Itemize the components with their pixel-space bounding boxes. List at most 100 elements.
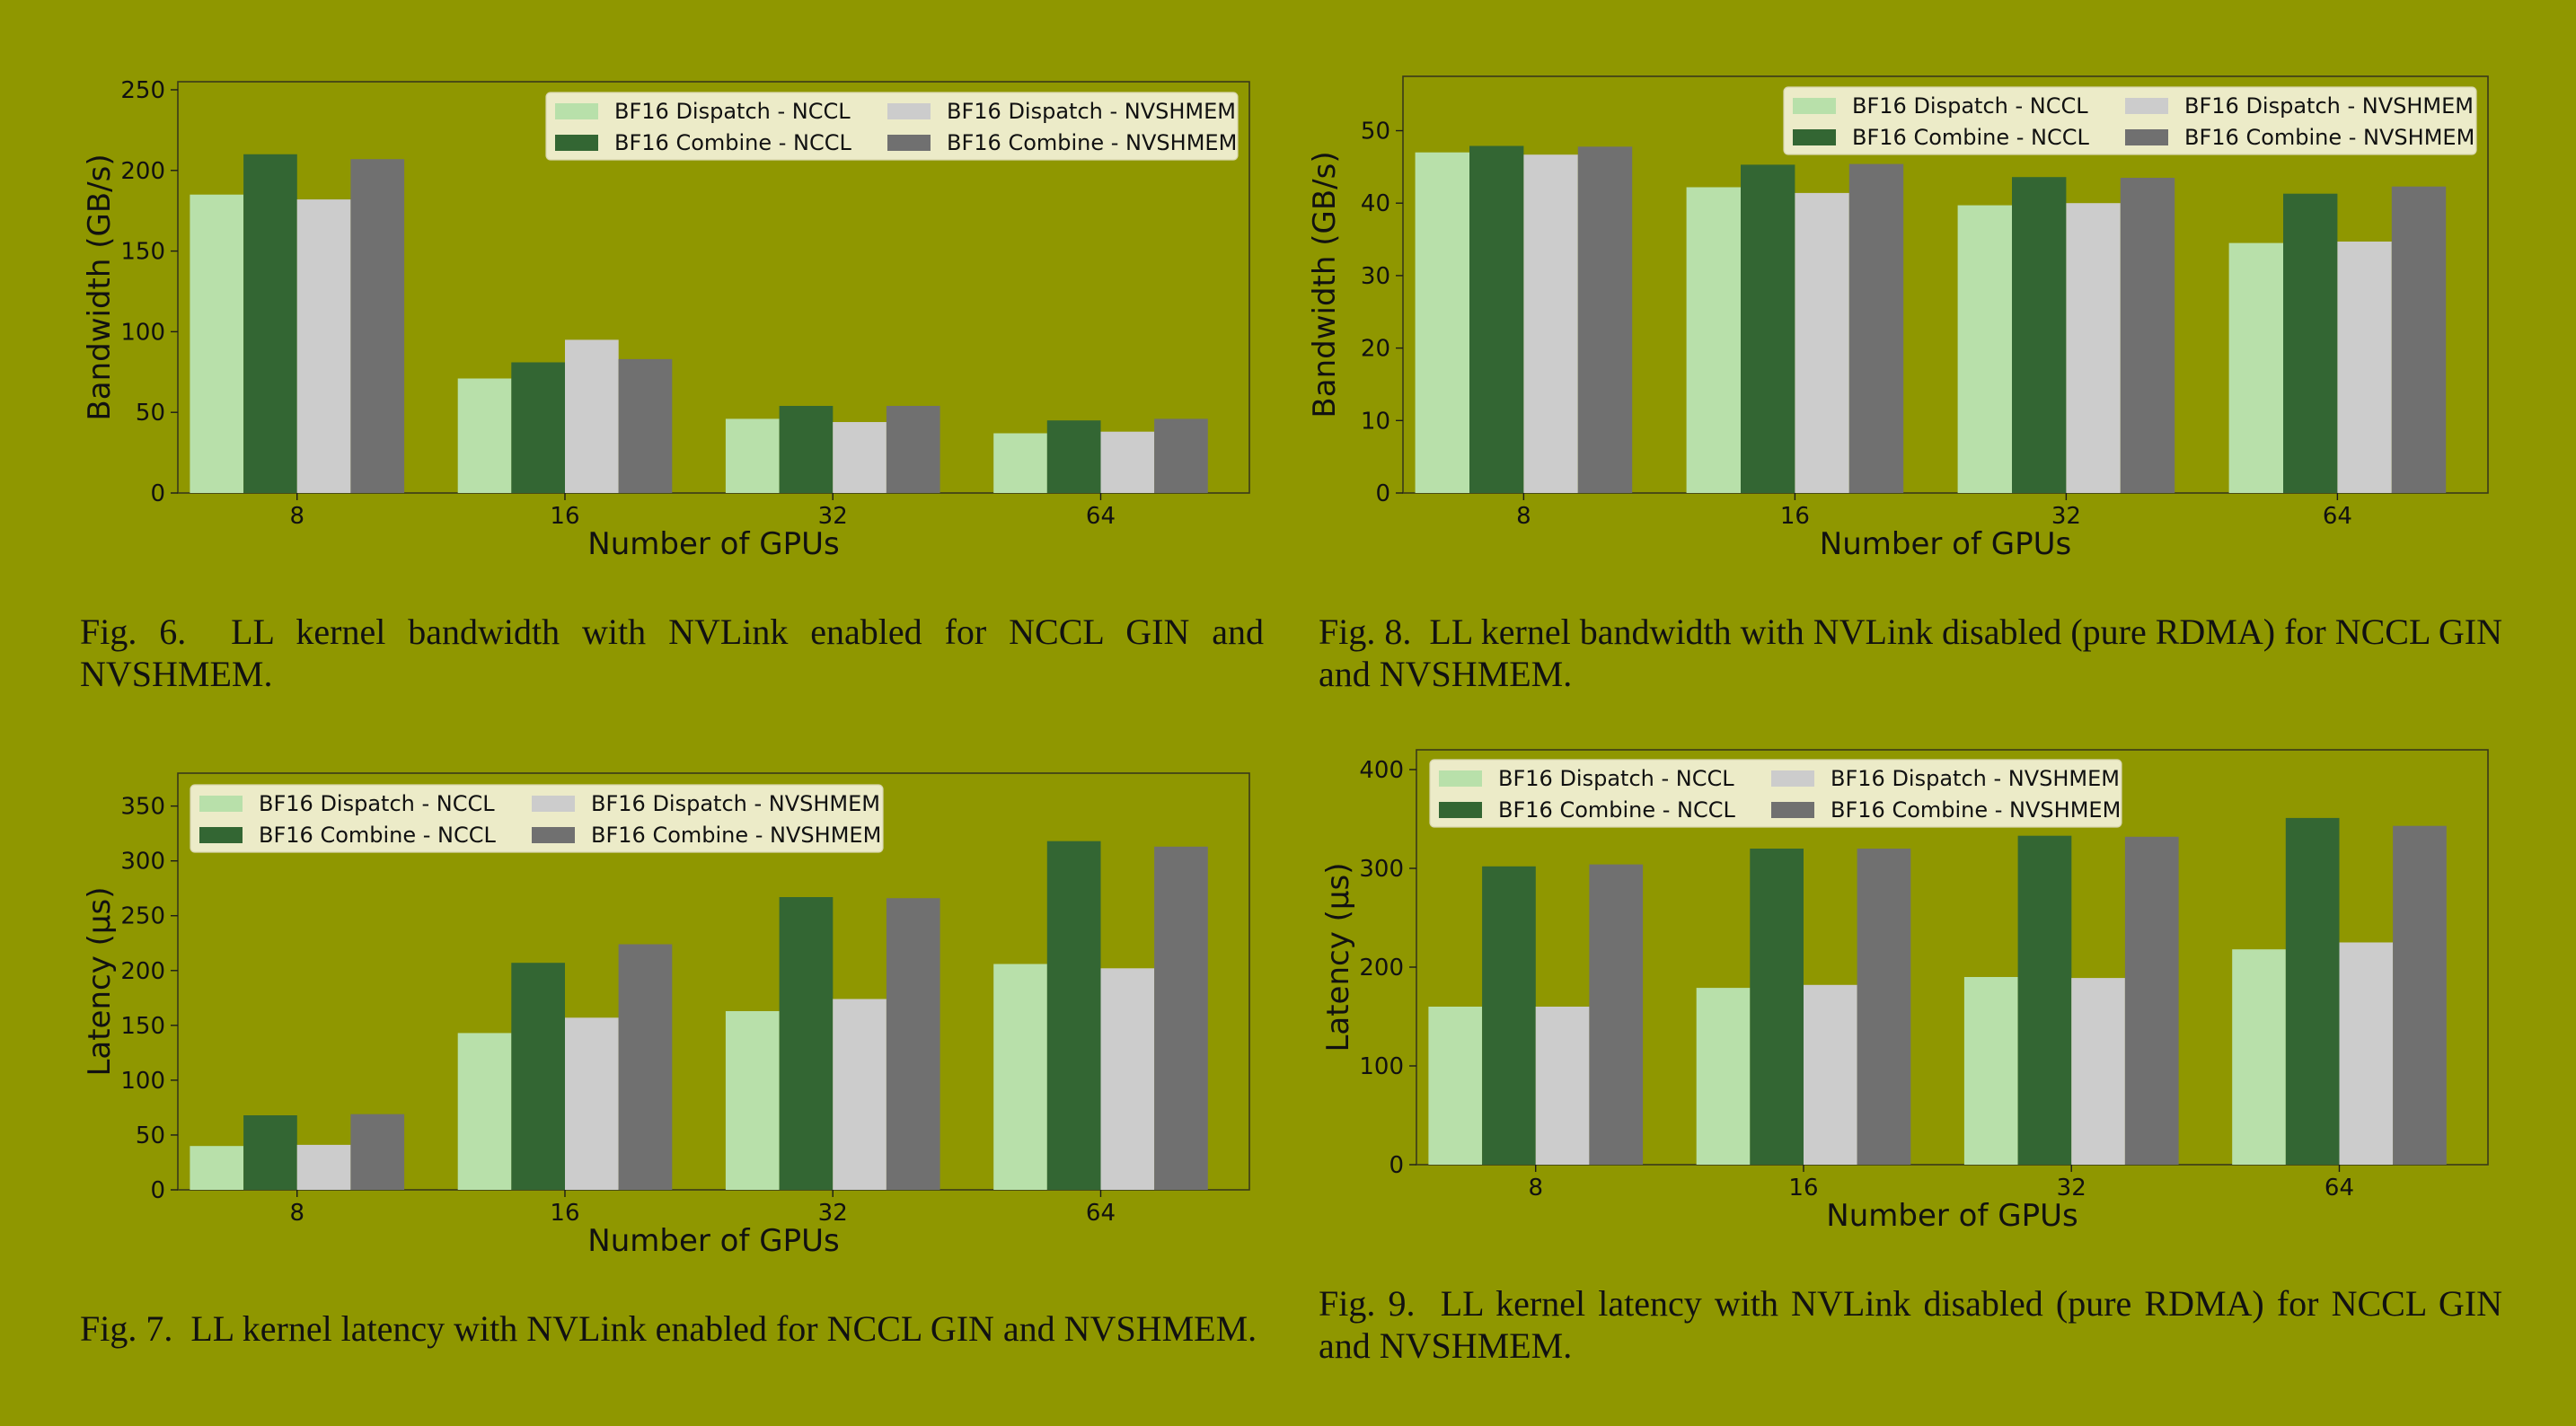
bar-combine-nccl-8 [1469,145,1524,493]
bar-dispatch-nvshmem-64 [1100,968,1155,1190]
bars [190,841,1208,1190]
bar-dispatch-nccl-16 [457,1033,512,1190]
y-tick-label: 250 [120,77,165,104]
chart-fig6: 8 16 32 64 0 50 100 150 200 250 Number of GPUs Band… [82,77,1250,562]
y-tick-label: 300 [1359,856,1404,883]
y-tick-label: 0 [1389,1152,1404,1179]
bar-dispatch-nccl-8 [190,194,244,493]
bar-dispatch-nccl-32 [725,418,780,493]
legend-swatch [532,796,575,812]
bar-dispatch-nvshmem-32 [2066,203,2121,493]
legend-swatch [1793,98,1836,114]
x-axis-label: Number of GPUs [1826,1198,2078,1234]
legend-entry: BF16 Dispatch - NVSHMEM [947,99,1236,124]
chart-fig9: 8 16 32 64 0 100 200 300 400 Number of GPUs Latenc… [1320,749,2489,1234]
y-tick-label: 250 [120,903,165,930]
x-tick-label: 64 [2325,1175,2354,1202]
legend-box [1429,759,2122,828]
legend-entry: BF16 Dispatch - NVSHMEM [2184,93,2474,119]
legend-swatch [1439,802,1482,818]
legend-entry: BF16 Dispatch - NVSHMEM [591,791,880,816]
legend-entry: BF16 Combine - NVSHMEM [591,823,881,848]
bar-combine-nccl-32 [779,897,834,1190]
bar-combine-nvshmem-16 [618,944,673,1190]
x-axis-label: Number of GPUs [587,526,839,562]
bars [190,154,1208,494]
x-tick-label: 16 [1780,503,1810,530]
legend-swatch [1439,770,1482,787]
legend-entry: BF16 Dispatch - NCCL [1498,766,1734,791]
x-axis-label: Number of GPUs [587,1223,839,1259]
y-axis-label: Latency (µs) [82,886,118,1076]
bar-combine-nccl-32 [2017,835,2072,1165]
bars [1415,145,2447,494]
y-tick-label: 350 [120,794,165,821]
legend-swatch [555,135,598,151]
y-tick-label: 100 [120,319,165,346]
x-axis-label: Number of GPUs [1820,526,2071,562]
chart-fig8: 8 16 32 64 0 10 20 30 40 50 Number of GPUs Bandwidt… [1307,75,2489,562]
plot-frame [1416,749,2489,1166]
bar-combine-nvshmem-32 [886,898,940,1190]
legend-entry: BF16 Combine - NVSHMEM [2184,125,2475,150]
x-tick-label: 16 [550,1200,579,1227]
legend-box [1783,86,2477,155]
bar-dispatch-nccl-64 [2228,242,2283,493]
bar-combine-nvshmem-32 [886,406,940,493]
bar-combine-nvshmem-64 [2391,186,2447,493]
legend-swatch [199,796,243,812]
bar-dispatch-nccl-32 [1957,205,2012,493]
bar-dispatch-nvshmem-64 [2339,942,2394,1165]
legend: BF16 Dispatch - NCCL BF16 Combine - NCCL B… [1429,759,2122,828]
y-tick-label: 200 [120,158,165,185]
bar-dispatch-nccl-8 [1415,152,1469,493]
x-tick-label: 32 [2051,503,2081,530]
bar-dispatch-nccl-64 [2232,949,2286,1165]
bar-dispatch-nccl-32 [1963,977,2018,1165]
x-tick-label: 64 [1086,503,1116,530]
y-tick-label: 300 [120,849,165,876]
legend-entry: BF16 Dispatch - NCCL [259,791,495,816]
x-tick-label: 8 [1528,1175,1543,1202]
bar-combine-nvshmem-64 [1154,418,1208,493]
legend-entry: BF16 Combine - NCCL [1852,125,2090,150]
legend-swatch [2125,98,2168,114]
x-tick-label: 32 [818,1200,848,1227]
bar-dispatch-nvshmem-16 [565,1017,619,1190]
y-tick-label: 400 [1359,757,1404,784]
legend: BF16 Dispatch - NCCL BF16 Combine - NCCL B… [1783,86,2477,155]
caption-text: LL kernel bandwidth with NVLink disabled… [1319,612,2503,694]
y-tick-label: 10 [1361,408,1390,435]
y-tick-label: 100 [1359,1053,1404,1080]
caption-fig8: Fig. 8. LL kernel bandwidth with NVLink … [1319,611,2502,695]
legend-entry: BF16 Combine - NCCL [1498,797,1736,823]
bar-combine-nccl-64 [1046,420,1101,493]
bar-combine-nccl-64 [2285,817,2340,1165]
bar-dispatch-nvshmem-16 [1804,984,1857,1165]
bar-combine-nvshmem-64 [2393,825,2447,1165]
x-tick-label: 64 [1086,1200,1116,1227]
y-tick-label: 50 [136,400,165,427]
y-tick-label: 50 [136,1122,165,1149]
legend-entry: BF16 Combine - NVSHMEM [947,130,1237,155]
bars [1428,817,2447,1165]
bar-combine-nvshmem-8 [350,1114,405,1190]
caption-text: LL kernel latency with NVLink disabled (… [1319,1283,2502,1366]
caption-text: LL kernel bandwidth with NVLink enabled … [80,612,1265,694]
legend: BF16 Dispatch - NCCL BF16 Combine - NCCL B… [190,784,884,853]
bar-combine-nccl-16 [1741,164,1795,493]
bar-combine-nvshmem-8 [350,159,405,493]
x-tick-label: 8 [289,1200,304,1227]
legend-swatch [1771,770,1814,787]
y-tick-label: 40 [1361,190,1390,217]
bar-combine-nvshmem-32 [2124,836,2179,1165]
bar-combine-nvshmem-16 [618,358,673,493]
bar-combine-nccl-64 [2283,193,2338,493]
y-tick-label: 150 [120,1013,165,1040]
plot-frame [177,81,1250,494]
legend-swatch [1793,129,1836,145]
legend-entry: BF16 Dispatch - NCCL [614,99,851,124]
y-tick-label: 0 [150,1177,165,1204]
caption-fig7: Fig. 7. LL kernel latency with NVLink en… [80,1307,1264,1350]
legend-swatch [887,135,931,151]
